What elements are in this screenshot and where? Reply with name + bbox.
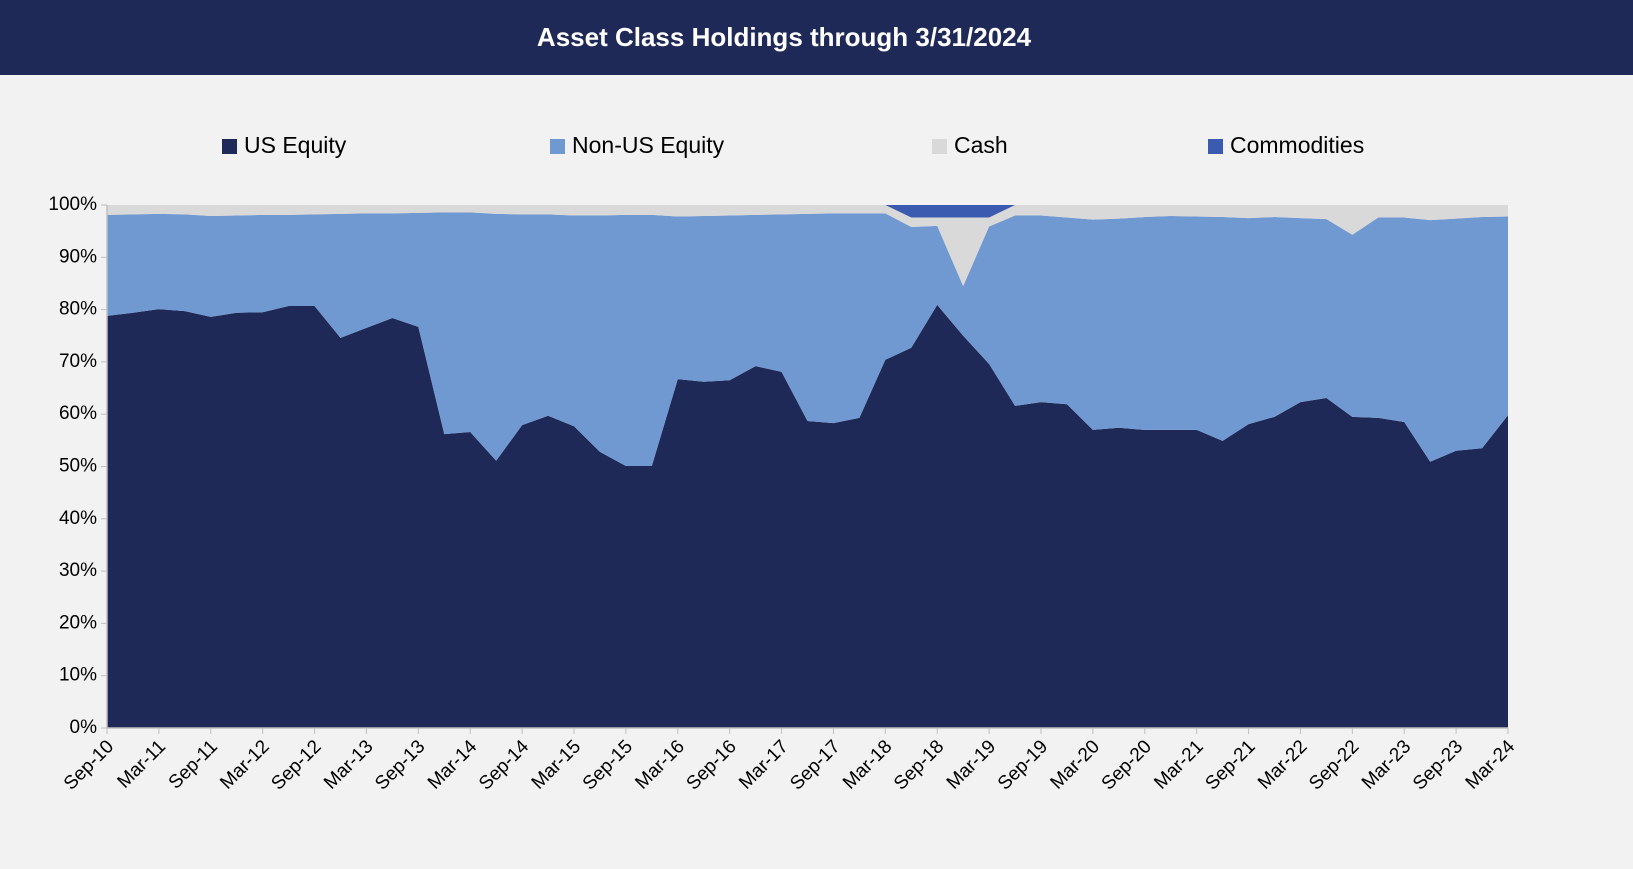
x-tick-label: Sep-18: [890, 736, 948, 794]
y-tick-label: 40%: [59, 508, 97, 529]
x-tick-label: Sep-14: [475, 736, 533, 794]
area: [107, 205, 1508, 287]
x-tick-label: Mar-24: [1462, 736, 1520, 794]
y-tick-label: 60%: [59, 403, 97, 424]
x-tick-label: Mar-18: [839, 736, 896, 793]
y-tick-label: 30%: [59, 560, 97, 581]
x-tick-label: Mar-12: [216, 736, 273, 793]
legend-swatch: [1208, 139, 1223, 154]
legend-swatch: [222, 139, 237, 154]
y-tick-label: 80%: [59, 299, 97, 320]
y-tick-label: 50%: [59, 456, 97, 477]
x-tick-label: Mar-13: [320, 736, 377, 793]
area: [107, 304, 1508, 728]
legend-label: US Equity: [244, 132, 347, 158]
x-tick-label: Sep-21: [1201, 736, 1259, 794]
legend-label: Commodities: [1230, 132, 1364, 158]
y-tick-label: 10%: [59, 665, 97, 686]
y-tick-label: 90%: [59, 246, 97, 267]
x-tick-label: Mar-21: [1150, 736, 1207, 793]
x-tick-label: Mar-15: [528, 736, 585, 793]
x-tick-label: Mar-23: [1358, 736, 1415, 793]
y-tick-label: 0%: [70, 717, 98, 738]
y-tick-label: 20%: [59, 612, 97, 633]
x-tick-label: Mar-11: [114, 736, 170, 792]
legend-swatch: [550, 139, 565, 154]
x-tick-label: Sep-10: [60, 736, 118, 794]
x-tick-label: Sep-22: [1305, 736, 1363, 794]
area: [107, 212, 1508, 466]
x-tick-label: Sep-20: [1098, 736, 1156, 794]
x-tick-label: Sep-13: [371, 736, 429, 794]
x-tick-label: Mar-20: [1047, 736, 1104, 793]
chart-title: Asset Class Holdings through 3/31/2024: [537, 22, 1032, 52]
x-tick-label: Mar-17: [735, 736, 792, 793]
y-tick-label: 100%: [48, 194, 97, 215]
x-tick-label: Sep-15: [579, 736, 637, 794]
x-tick-label: Mar-22: [1254, 736, 1311, 793]
x-tick-label: Sep-12: [267, 736, 325, 794]
legend-label: Cash: [954, 132, 1008, 158]
x-tick-label: Mar-14: [424, 736, 482, 794]
x-tick-label: Sep-11: [165, 736, 222, 793]
x-tick-label: Sep-16: [683, 736, 741, 794]
x-tick-label: Sep-19: [994, 736, 1052, 794]
x-tick-label: Mar-19: [943, 736, 1000, 793]
title-bar: [0, 0, 1633, 75]
x-tick-label: Mar-16: [631, 736, 688, 793]
y-tick-label: 70%: [59, 351, 97, 372]
x-tick-label: Sep-17: [786, 736, 844, 794]
legend-label: Non-US Equity: [572, 132, 725, 158]
x-tick-label: Sep-23: [1409, 736, 1467, 794]
legend-swatch: [932, 139, 947, 154]
